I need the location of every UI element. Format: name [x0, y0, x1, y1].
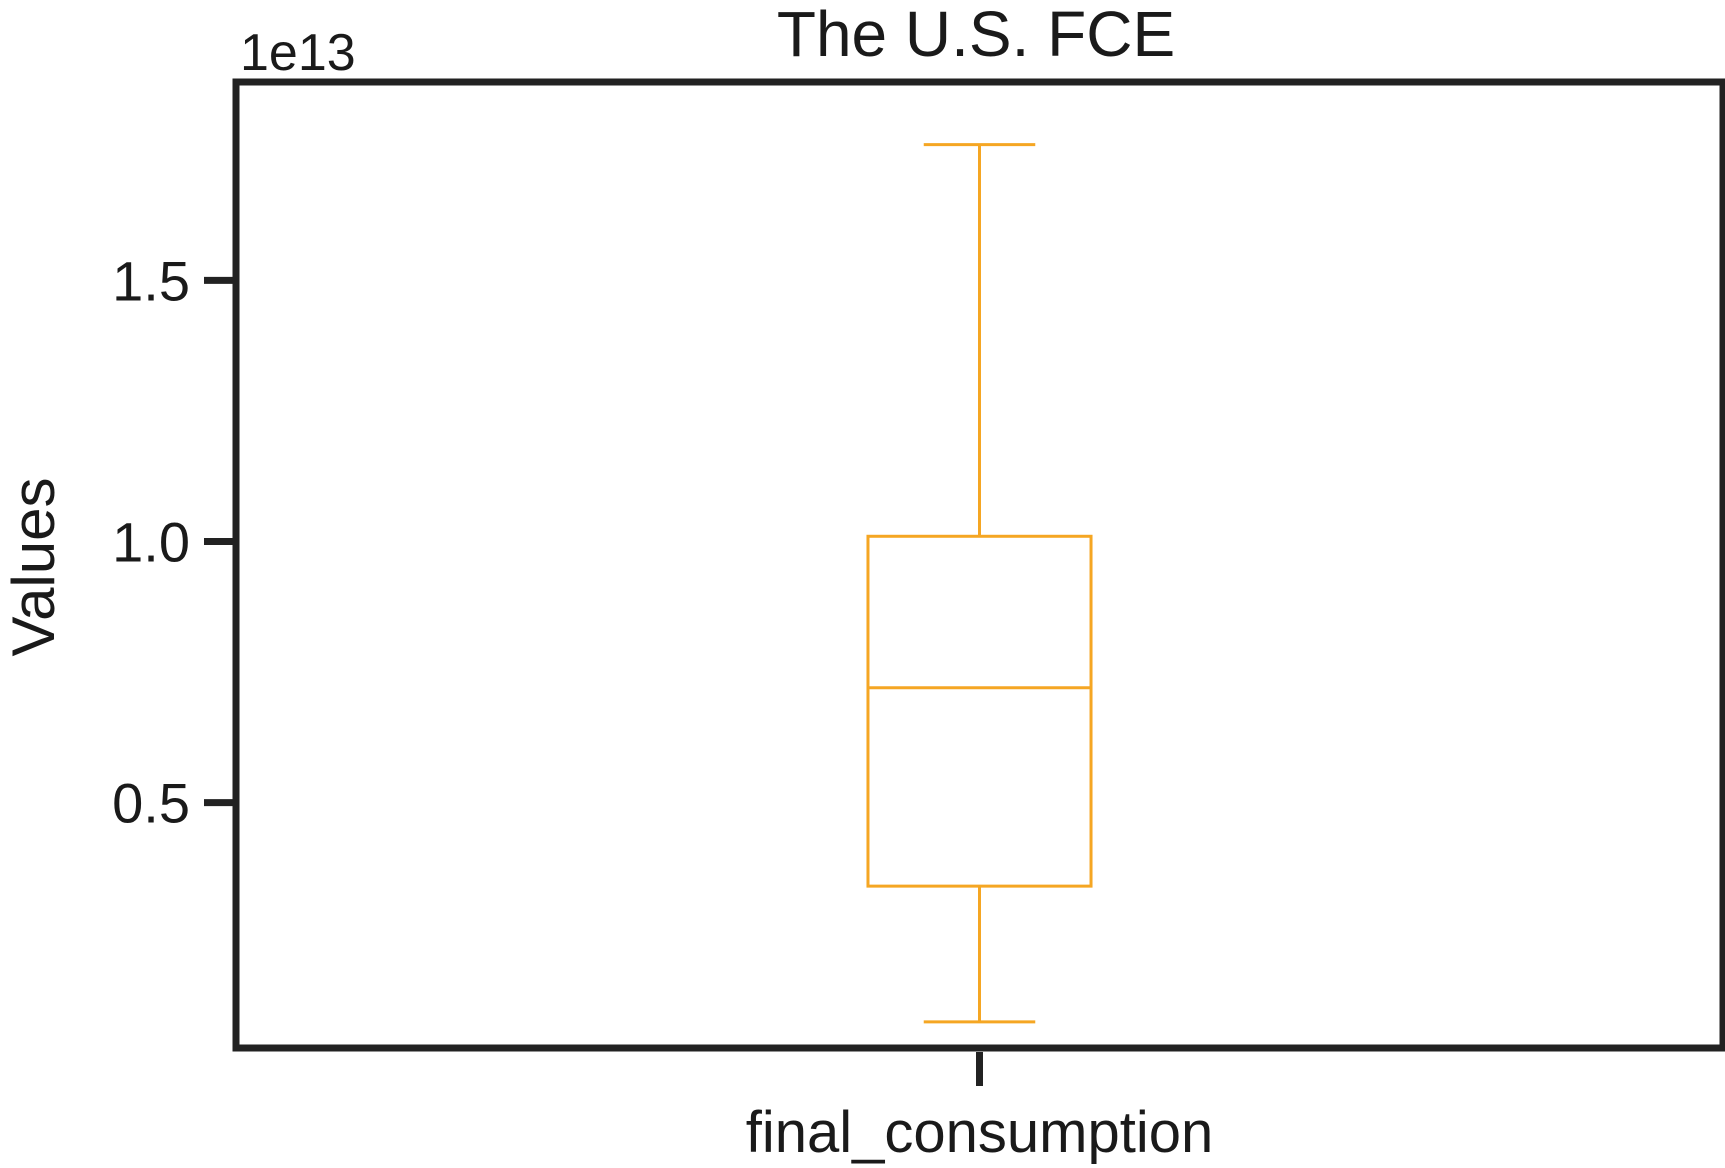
y-tick-label: 0.5 — [112, 772, 190, 835]
y-axis-label: Values — [0, 477, 67, 656]
interquartile-box — [866, 534, 1093, 888]
box-series — [866, 143, 1093, 1024]
x-axis-ticks: final_consumption — [746, 1052, 1214, 1165]
y-tick-label: 1.0 — [112, 511, 190, 574]
y-axis-ticks: 0.5 1.0 1.5 — [112, 249, 236, 835]
chart-title: The U.S. FCE — [777, 0, 1175, 70]
y-tick-label: 1.5 — [112, 249, 190, 312]
box-final_consumption — [866, 143, 1093, 1024]
plot-area-frame — [232, 78, 1725, 1052]
x-tick-label: final_consumption — [746, 1100, 1214, 1165]
y-axis-offset-label: 1e13 — [240, 24, 356, 82]
